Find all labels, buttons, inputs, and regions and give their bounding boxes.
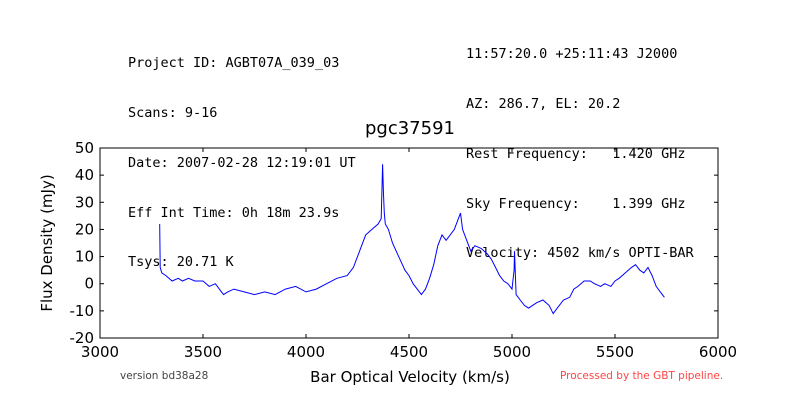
plot-frame [99, 147, 719, 339]
chart-title: pgc37591 [365, 118, 455, 139]
coordinates-text: 11:57:20.0 +25:11:43 J2000 [466, 46, 678, 63]
pipeline-label: Processed by the GBT pipeline. [560, 370, 724, 382]
x-tick-label: 5500 [596, 343, 634, 361]
rest-frequency-text: Rest Frequency: 1.420 GHz [466, 145, 686, 162]
az-el-text: AZ: 286.7, EL: 20.2 [466, 95, 621, 112]
y-axis-ticks: -20 -10 0 10 20 30 40 50 [70, 139, 718, 347]
x-tick-label: 6000 [699, 343, 737, 361]
project-id-text: Project ID: AGBT07A_039_03 [128, 55, 340, 72]
tsys-text: Tsys: 20.71 K [128, 254, 234, 271]
header-right-info: 11:57:20.0 +25:11:43 J2000 AZ: 286.7, EL… [466, 13, 694, 279]
sky-frequency-text: Sky Frequency: 1.399 GHz [466, 195, 686, 212]
version-label: version bd38a28 [120, 370, 209, 382]
x-tick-label: 4500 [390, 343, 428, 361]
velocity-text: Velocity: 4502 km/s OPTI-BAR [466, 245, 694, 262]
y-tick-label: 40 [75, 166, 94, 184]
x-tick-label: 5000 [493, 343, 531, 361]
x-tick-label: 3000 [81, 343, 119, 361]
y-tick-label: 20 [75, 220, 94, 238]
y-tick-label: 50 [75, 139, 94, 157]
header-left-info: Project ID: AGBT07A_039_03 Scans: 9-16 D… [128, 22, 356, 288]
x-tick-label: 3500 [184, 343, 222, 361]
y-tick-label: 0 [84, 275, 94, 293]
y-tick-label: -10 [70, 302, 95, 320]
y-tick-label: -20 [70, 329, 95, 347]
scans-text: Scans: 9-16 [128, 104, 218, 121]
y-tick-label: 30 [75, 193, 94, 211]
y-axis-label: Flux Density (mJy) [38, 174, 56, 311]
int-time-text: Eff Int Time: 0h 18m 23.9s [128, 204, 340, 221]
spectrum-line [159, 164, 665, 315]
y-tick-label: 10 [75, 248, 94, 266]
date-text: Date: 2007-02-28 12:19:01 UT [128, 154, 356, 171]
x-axis-label: Bar Optical Velocity (km/s) [310, 368, 510, 386]
x-tick-label: 4000 [287, 343, 325, 361]
x-axis-ticks: 3000 3500 4000 4500 5000 5500 6000 [81, 148, 737, 361]
